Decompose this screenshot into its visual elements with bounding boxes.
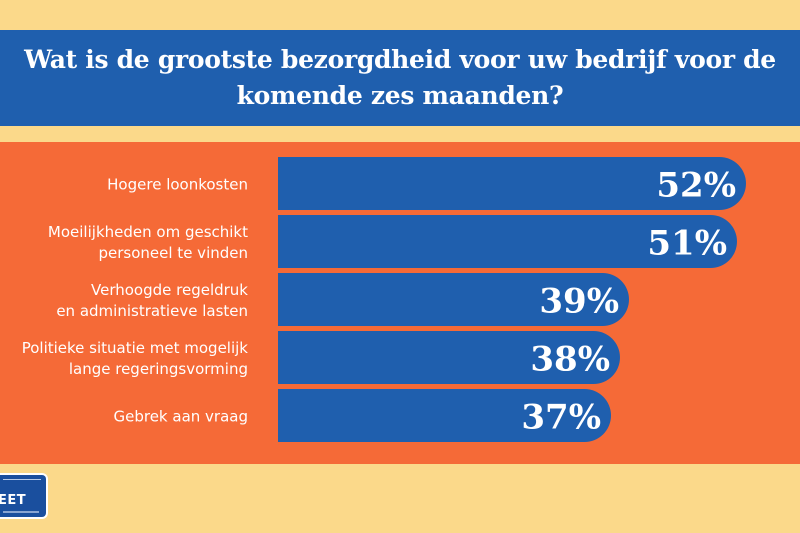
bar-1 — [278, 157, 746, 210]
category-label-line: en administratieve lasten — [56, 302, 248, 320]
category-label-2: Moeilijkheden om geschikt personeel te vi… — [48, 223, 248, 262]
category-label-line: Hogere loonkosten — [107, 176, 248, 194]
value-label-4: 38% — [530, 340, 610, 380]
category-label-line: Politieke situatie met mogelijk — [22, 339, 249, 357]
category-label-4: Politieke situatie met mogelijk lange reg… — [22, 339, 249, 378]
value-label-2: 51% — [647, 224, 727, 264]
category-label-5: Gebrek aan vraag — [113, 408, 248, 426]
chart-title: Wat is de grootste bezorgdheid voor uw b… — [24, 45, 776, 110]
logo-bottom-line — [3, 511, 39, 513]
category-label-1: Hogere loonkosten — [107, 176, 248, 194]
logo-top-line — [3, 479, 41, 485]
bar-5 — [278, 389, 611, 442]
bar-chart: 52% Hogere loonkosten 51% Moeilijkheden om … — [22, 157, 746, 442]
category-label-line: lange regeringsvorming — [69, 360, 248, 378]
value-label-3: 39% — [539, 282, 619, 322]
category-label-line: personeel te vinden — [99, 244, 249, 262]
bar-4 — [278, 331, 620, 384]
logo-badge-icon: EET — [0, 473, 48, 519]
bar-3 — [278, 273, 629, 326]
category-label-line: Gebrek aan vraag — [113, 408, 248, 426]
logo-word: EET — [0, 493, 27, 508]
value-label-5: 37% — [521, 398, 601, 438]
chart-panel: 52% Hogere loonkosten 51% Moeilijkheden om … — [0, 142, 800, 464]
value-label-1: 52% — [656, 166, 736, 206]
title-banner: Wat is de grootste bezorgdheid voor uw b… — [0, 30, 800, 126]
bar-2 — [278, 215, 737, 268]
category-label-line: Moeilijkheden om geschikt — [48, 223, 248, 241]
category-label-line: Verhoogde regeldruk — [91, 281, 248, 299]
category-label-3: Verhoogde regeldruk en administratieve la… — [56, 281, 248, 320]
